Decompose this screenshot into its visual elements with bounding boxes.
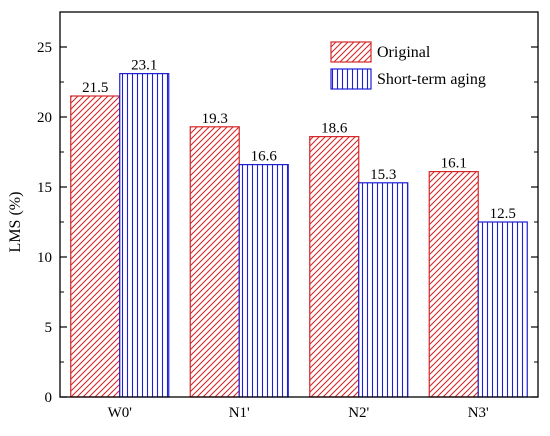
y-tick-label: 15: [37, 180, 52, 196]
bar-short-term-aging: [238, 164, 289, 398]
x-tick-label: N2': [348, 405, 369, 421]
data-label: 23.1: [131, 58, 157, 74]
legend-label: Short-term aging: [377, 71, 486, 88]
data-labels: 21.5 23.1 19.3 16.6 18.6 15.3 16.1 12.5: [82, 58, 516, 222]
y-tick-label: 0: [45, 390, 53, 406]
y-tick-label: 5: [45, 320, 53, 336]
y-tick-label: 10: [37, 250, 52, 266]
data-label: 16.6: [251, 149, 278, 165]
data-label: 18.6: [321, 121, 348, 137]
bar-original: [189, 126, 240, 398]
data-label: 12.5: [490, 206, 516, 222]
data-label: 19.3: [202, 111, 228, 127]
data-label: 15.3: [370, 167, 396, 183]
legend-label: Original: [377, 44, 431, 61]
bar-original: [309, 136, 360, 398]
data-label: 16.1: [441, 156, 467, 172]
y-tick-label: 25: [37, 40, 52, 56]
y-tick-label: 20: [37, 110, 52, 126]
x-tick-label: W0': [108, 405, 133, 421]
legend-swatch: [330, 41, 372, 63]
y-axis-title: LMS (%): [7, 192, 24, 253]
plot-frame: [59, 11, 539, 398]
y-axis-ticks: 0 5 10 15 20 25: [37, 40, 538, 406]
bar-short-term-aging: [477, 221, 528, 398]
bar-original: [70, 95, 121, 398]
bar-short-term-aging: [119, 72, 170, 398]
legend: Original Short-term aging: [330, 41, 486, 90]
x-tick-label: N1': [229, 405, 250, 421]
bars: [70, 72, 528, 398]
x-tick-label: N3': [468, 405, 489, 421]
data-label: 21.5: [82, 80, 108, 96]
legend-swatch: [330, 68, 372, 90]
bar-short-term-aging: [358, 182, 409, 398]
bar-original: [428, 171, 479, 398]
